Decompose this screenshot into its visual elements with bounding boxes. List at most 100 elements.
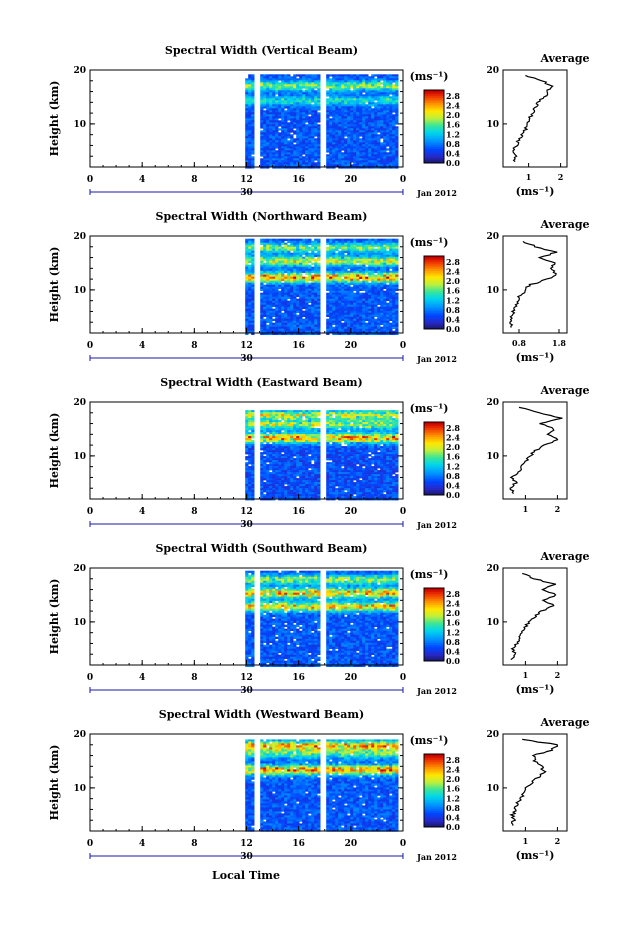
heatmap-cell [389, 104, 393, 107]
heatmap-cell [368, 142, 372, 145]
heatmap-cell [314, 290, 318, 293]
heatmap-cell [329, 86, 333, 89]
heatmap-cell [365, 294, 369, 297]
colorbar-swatch [424, 128, 444, 131]
heatmap-cell [302, 294, 306, 297]
heatmap-cell [266, 146, 270, 149]
heatmap-cell [314, 104, 318, 107]
heatmap-cell [380, 82, 384, 85]
heatmap-cell [353, 94, 357, 97]
heatmap-cell [272, 164, 276, 167]
heatmap-cell [347, 258, 351, 261]
heatmap-cell [269, 462, 273, 465]
heatmap-cell [299, 104, 303, 107]
heatmap-cell [368, 114, 372, 117]
heatmap-cell [275, 122, 279, 125]
heatmap-cell [386, 318, 390, 321]
heatmap-cell [287, 136, 291, 139]
heatmap-cell [386, 106, 390, 109]
heatmap-cell [251, 100, 255, 103]
heatmap-cell [377, 238, 381, 241]
heatmap-cell [251, 468, 255, 471]
colorbar-swatch [424, 99, 444, 102]
heatmap-cell [341, 298, 345, 301]
heatmap-cell [347, 148, 351, 151]
heatmap-cell [350, 140, 354, 143]
colorbar-swatch [424, 312, 444, 315]
heatmap-cell [365, 136, 369, 139]
heatmap-cell [263, 412, 267, 415]
heatmap-cell [332, 124, 336, 127]
heatmap-cell [296, 254, 300, 257]
heatmap-cell [293, 328, 297, 331]
heatmap-cell [275, 130, 279, 133]
heatmap-cell [305, 306, 309, 309]
heatmap-cell [278, 256, 282, 259]
heatmap-cell [314, 328, 318, 331]
heatmap-cell [305, 324, 309, 327]
heatmap-cell [395, 106, 399, 109]
heatmap-cell [293, 270, 297, 273]
heatmap-cell [293, 304, 297, 307]
heatmap-cell [326, 126, 330, 129]
heatmap-cell [386, 270, 390, 273]
heatmap-cell [380, 146, 384, 149]
heatmap-cell [356, 112, 360, 115]
heatmap-cell [311, 276, 315, 279]
heatmap-cell [353, 260, 357, 263]
heatmap-cell [275, 314, 279, 317]
heatmap-cell [287, 124, 291, 127]
heatmap-cell [317, 74, 321, 77]
heatmap-cell [332, 110, 336, 113]
heatmap-cell [347, 320, 351, 323]
heatmap-cell [332, 258, 336, 261]
heatmap-cell [386, 316, 390, 319]
heatmap-cell [338, 298, 342, 301]
heatmap-cell [290, 268, 294, 271]
heatmap-cell [389, 106, 393, 109]
heatmap-cell [362, 328, 366, 331]
heatmap-cell [353, 328, 357, 331]
heatmap-cell [380, 118, 384, 121]
heatmap-cell [341, 78, 345, 81]
heatmap-cell [269, 322, 273, 325]
heatmap-cell [305, 298, 309, 301]
heatmap-cell [371, 314, 375, 317]
heatmap-cell [302, 130, 306, 133]
heatmap-cell [308, 314, 312, 317]
heatmap-cell [302, 156, 306, 159]
heatmap-cell [368, 122, 372, 125]
heatmap-cell [251, 464, 255, 467]
heatmap-cell [299, 254, 303, 257]
colorbar-tick-label: 1.2 [446, 129, 460, 139]
heatmap-cell [377, 240, 381, 243]
heatmap-cell [251, 268, 255, 271]
heatmap-cell [266, 108, 270, 111]
heatmap-cell [266, 158, 270, 161]
heatmap-cell [251, 316, 255, 319]
heatmap-cell [281, 290, 285, 293]
heatmap-cell [269, 248, 273, 251]
heatmap-cell [362, 248, 366, 251]
heatmap-cell [266, 162, 270, 165]
heatmap-cell [338, 316, 342, 319]
heatmap-cell [347, 316, 351, 319]
heatmap-cell [278, 114, 282, 117]
heatmap-cell [368, 242, 372, 245]
heatmap-cell [281, 154, 285, 157]
heatmap-cell [272, 132, 276, 135]
heatmap-cell [260, 258, 264, 261]
heatmap-cell [248, 420, 252, 423]
heatmap-cell [377, 312, 381, 315]
heatmap-cell [335, 76, 339, 79]
heatmap-cell [332, 152, 336, 155]
heatmap-cell [311, 146, 315, 149]
heatmap-cell [383, 302, 387, 305]
heatmap-cell [263, 256, 267, 259]
heatmap-cell [251, 300, 255, 303]
heatmap-cell [290, 154, 294, 157]
heatmap-cell [311, 140, 315, 143]
heatmap-cell [389, 266, 393, 269]
heatmap-cell [341, 284, 345, 287]
heatmap-cell [305, 240, 309, 243]
